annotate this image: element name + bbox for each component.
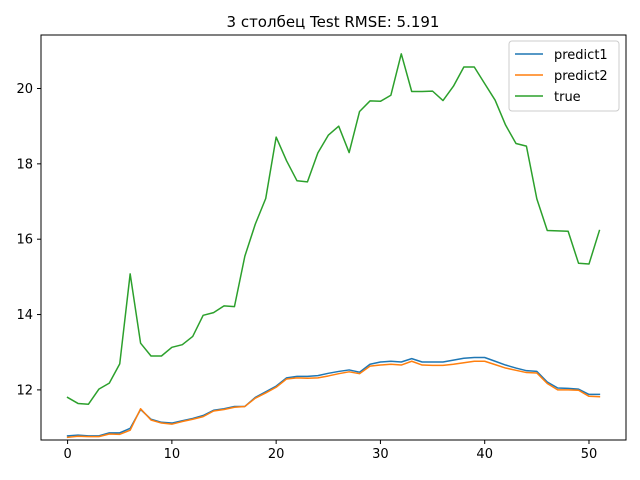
x-tick-label: 40 bbox=[476, 447, 493, 462]
y-tick-label: 14 bbox=[16, 308, 33, 323]
series-line-true bbox=[66, 53, 601, 405]
x-tick-label: 30 bbox=[372, 447, 389, 462]
x-tick-label: 20 bbox=[268, 447, 285, 462]
series-layer bbox=[66, 53, 601, 439]
legend: predict1 predict2 true bbox=[508, 40, 620, 112]
legend-label-true: true bbox=[554, 90, 581, 105]
y-tick-label: 12 bbox=[16, 383, 33, 398]
series-line-predict2 bbox=[66, 360, 601, 439]
x-axis: 0 10 20 30 40 50 bbox=[63, 440, 597, 462]
legend-box bbox=[508, 40, 620, 112]
plot-frame bbox=[40, 34, 627, 441]
x-tick-label: 0 bbox=[63, 447, 71, 462]
legend-label-predict1: predict1 bbox=[554, 48, 608, 63]
legend-label-predict2: predict2 bbox=[554, 69, 608, 84]
y-axis: 12 14 16 18 20 bbox=[16, 82, 41, 398]
y-tick-label: 18 bbox=[16, 157, 33, 172]
x-tick-label: 10 bbox=[164, 447, 181, 462]
y-tick-label: 20 bbox=[16, 82, 33, 97]
y-tick-label: 16 bbox=[16, 233, 33, 248]
x-tick-label: 50 bbox=[581, 447, 598, 462]
chart-title: 3 столбец Test RMSE: 5.191 bbox=[227, 13, 440, 31]
